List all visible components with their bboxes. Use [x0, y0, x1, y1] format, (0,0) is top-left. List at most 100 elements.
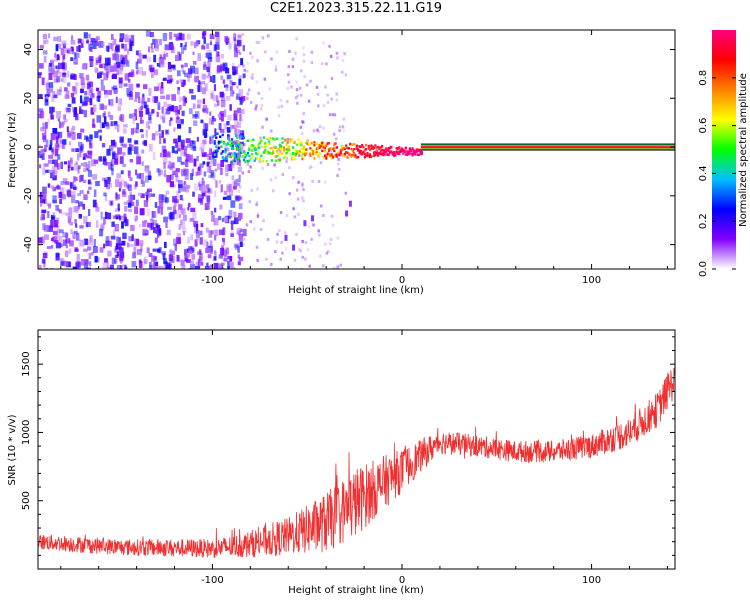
noise-cell [121, 221, 124, 229]
noise-cell [112, 73, 117, 79]
noise-cell [167, 164, 170, 169]
noise-cell [47, 87, 51, 95]
signal-cell [216, 149, 219, 153]
noise-cell [160, 115, 163, 120]
noise-cell [52, 174, 57, 181]
noise-cell [135, 50, 139, 56]
y-tick-label: 0 [23, 144, 34, 150]
signal-cell [394, 152, 397, 156]
noise-cell [127, 184, 132, 191]
noise-cell [128, 208, 132, 213]
noise-cell [107, 66, 110, 75]
noise-cell [63, 161, 68, 165]
signal-cell [290, 158, 293, 161]
noise-cell [76, 253, 80, 262]
noise-cell [153, 54, 157, 63]
noise-cell [152, 219, 157, 226]
noise-cell [118, 98, 123, 106]
noise-cell [230, 200, 236, 208]
signal-cell [269, 147, 272, 150]
noise-cell [147, 188, 152, 193]
noise-cell [163, 149, 167, 157]
noise-cell [181, 207, 186, 215]
noise-cell [193, 120, 198, 126]
noise-cell [242, 73, 246, 79]
sparse-cell [337, 157, 340, 161]
signal-cell [382, 151, 385, 155]
noise-cell [116, 225, 120, 231]
signal-cell [257, 143, 260, 146]
noise-cell [181, 198, 185, 202]
noise-cell [188, 127, 192, 134]
sparse-cell [291, 65, 295, 69]
noise-cell [118, 237, 121, 245]
signal-cell [419, 148, 422, 152]
noise-cell [41, 132, 47, 140]
signal-cell [278, 145, 281, 149]
noise-cell [59, 121, 62, 129]
noise-cell [96, 42, 99, 47]
x-tick-label: 0 [399, 575, 405, 586]
noise-cell [192, 114, 197, 119]
noise-cell [52, 107, 55, 113]
sparse-cell [253, 227, 256, 231]
noise-cell [38, 108, 44, 112]
signal-cell [330, 156, 333, 160]
noise-cell [109, 115, 114, 121]
noise-cell [183, 146, 188, 150]
signal-cell [317, 147, 320, 151]
noise-cell [168, 254, 173, 262]
noise-cell [59, 235, 63, 243]
noise-cell [105, 236, 110, 242]
noise-cell [180, 119, 184, 124]
noise-cell [68, 141, 71, 146]
noise-cell [206, 49, 212, 53]
noise-cell [150, 73, 154, 78]
noise-cell [42, 186, 47, 195]
noise-cell [55, 252, 60, 258]
noise-cell [218, 229, 224, 236]
snr-frame [37, 329, 676, 570]
noise-cell [216, 95, 219, 103]
noise-cell [103, 192, 107, 197]
noise-cell [80, 128, 85, 133]
noise-cell [120, 114, 125, 122]
noise-cell [221, 100, 226, 108]
noise-cell [199, 237, 203, 245]
signal-cell [216, 132, 219, 135]
signal-cell [250, 143, 254, 147]
noise-cell [48, 33, 51, 39]
signal-cell [327, 149, 331, 153]
sparse-cell [299, 249, 302, 253]
noise-cell [205, 43, 210, 49]
noise-cell [169, 78, 174, 82]
signal-cell [353, 151, 356, 155]
noise-cell [159, 169, 163, 175]
signal-cell [242, 136, 246, 140]
noise-cell [197, 85, 203, 93]
sparse-cell [264, 50, 267, 54]
noise-cell [152, 248, 157, 252]
noise-cell [203, 122, 206, 130]
noise-cell [83, 262, 88, 269]
noise-cell [119, 114, 122, 121]
noise-cell [79, 106, 82, 114]
noise-cell [38, 94, 41, 99]
noise-cell [105, 240, 110, 247]
noise-cell [83, 162, 88, 168]
noise-cell [122, 57, 126, 65]
noise-cell [134, 98, 137, 102]
signal-cell [277, 147, 280, 151]
noise-cell [48, 154, 54, 159]
noise-cell [44, 126, 47, 134]
signal-cell [321, 142, 324, 145]
noise-cell [237, 254, 240, 259]
signal-cell [270, 152, 273, 155]
noise-cell [56, 217, 60, 225]
noise-cell [154, 86, 159, 92]
noise-cell [38, 150, 43, 158]
noise-cell [195, 171, 199, 177]
signal-cell [378, 152, 381, 155]
noise-cell [218, 254, 223, 259]
noise-cell [174, 150, 178, 154]
